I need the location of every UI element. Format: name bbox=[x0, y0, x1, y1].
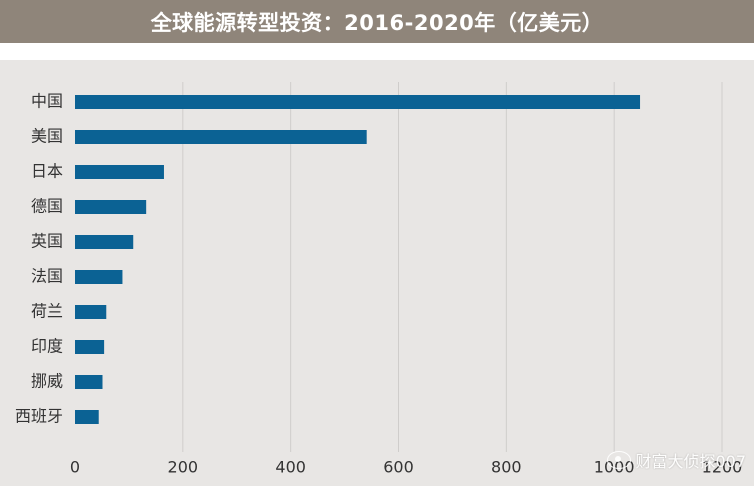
category-label: 荷兰 bbox=[31, 302, 63, 321]
x-tick-label: 200 bbox=[168, 458, 199, 477]
category-label: 法国 bbox=[31, 267, 63, 286]
bar bbox=[75, 235, 134, 249]
title-bar: 全球能源转型投资：2016-2020年（亿美元） bbox=[0, 0, 754, 43]
bar-chart: 0 200 400 600 800 1000 1200中国美国日本德国英国法国荷兰印度挪威西… bbox=[15, 82, 743, 477]
bar bbox=[75, 130, 367, 144]
bar bbox=[75, 410, 99, 424]
category-label: 中国 bbox=[31, 92, 63, 111]
category-label: 英国 bbox=[31, 232, 63, 251]
category-label: 美国 bbox=[31, 127, 63, 146]
x-tick-label: 800 bbox=[491, 458, 522, 477]
bar bbox=[75, 305, 107, 319]
bar bbox=[75, 165, 164, 179]
bar bbox=[75, 95, 641, 109]
bar bbox=[75, 375, 103, 389]
watermark: 财富大侦探007 bbox=[607, 448, 746, 472]
category-label: 挪威 bbox=[31, 372, 63, 391]
category-label: 印度 bbox=[31, 337, 63, 356]
x-tick-label: 400 bbox=[275, 458, 306, 477]
plot-area: 0 200 400 600 800 1000 1200 中国 美国 日本 德国 英国 法国 荷兰 印度 挪威西… bbox=[0, 60, 754, 486]
x-tick-label: 600 bbox=[383, 458, 414, 477]
category-label: 西班牙 bbox=[15, 407, 63, 426]
bar bbox=[75, 270, 123, 284]
category-label: 德国 bbox=[31, 197, 63, 216]
category-label: 日本 bbox=[31, 162, 63, 181]
bar bbox=[75, 340, 105, 354]
watermark-text: 财富大侦探007 bbox=[635, 452, 746, 471]
chart-title: 全球能源转型投资：2016-2020年（亿美元） bbox=[150, 10, 604, 35]
bar bbox=[75, 200, 147, 214]
x-tick-label: 0 bbox=[70, 458, 80, 477]
x-tick-label: 1200 bbox=[702, 458, 743, 477]
weibo-logo-icon bbox=[607, 451, 632, 469]
